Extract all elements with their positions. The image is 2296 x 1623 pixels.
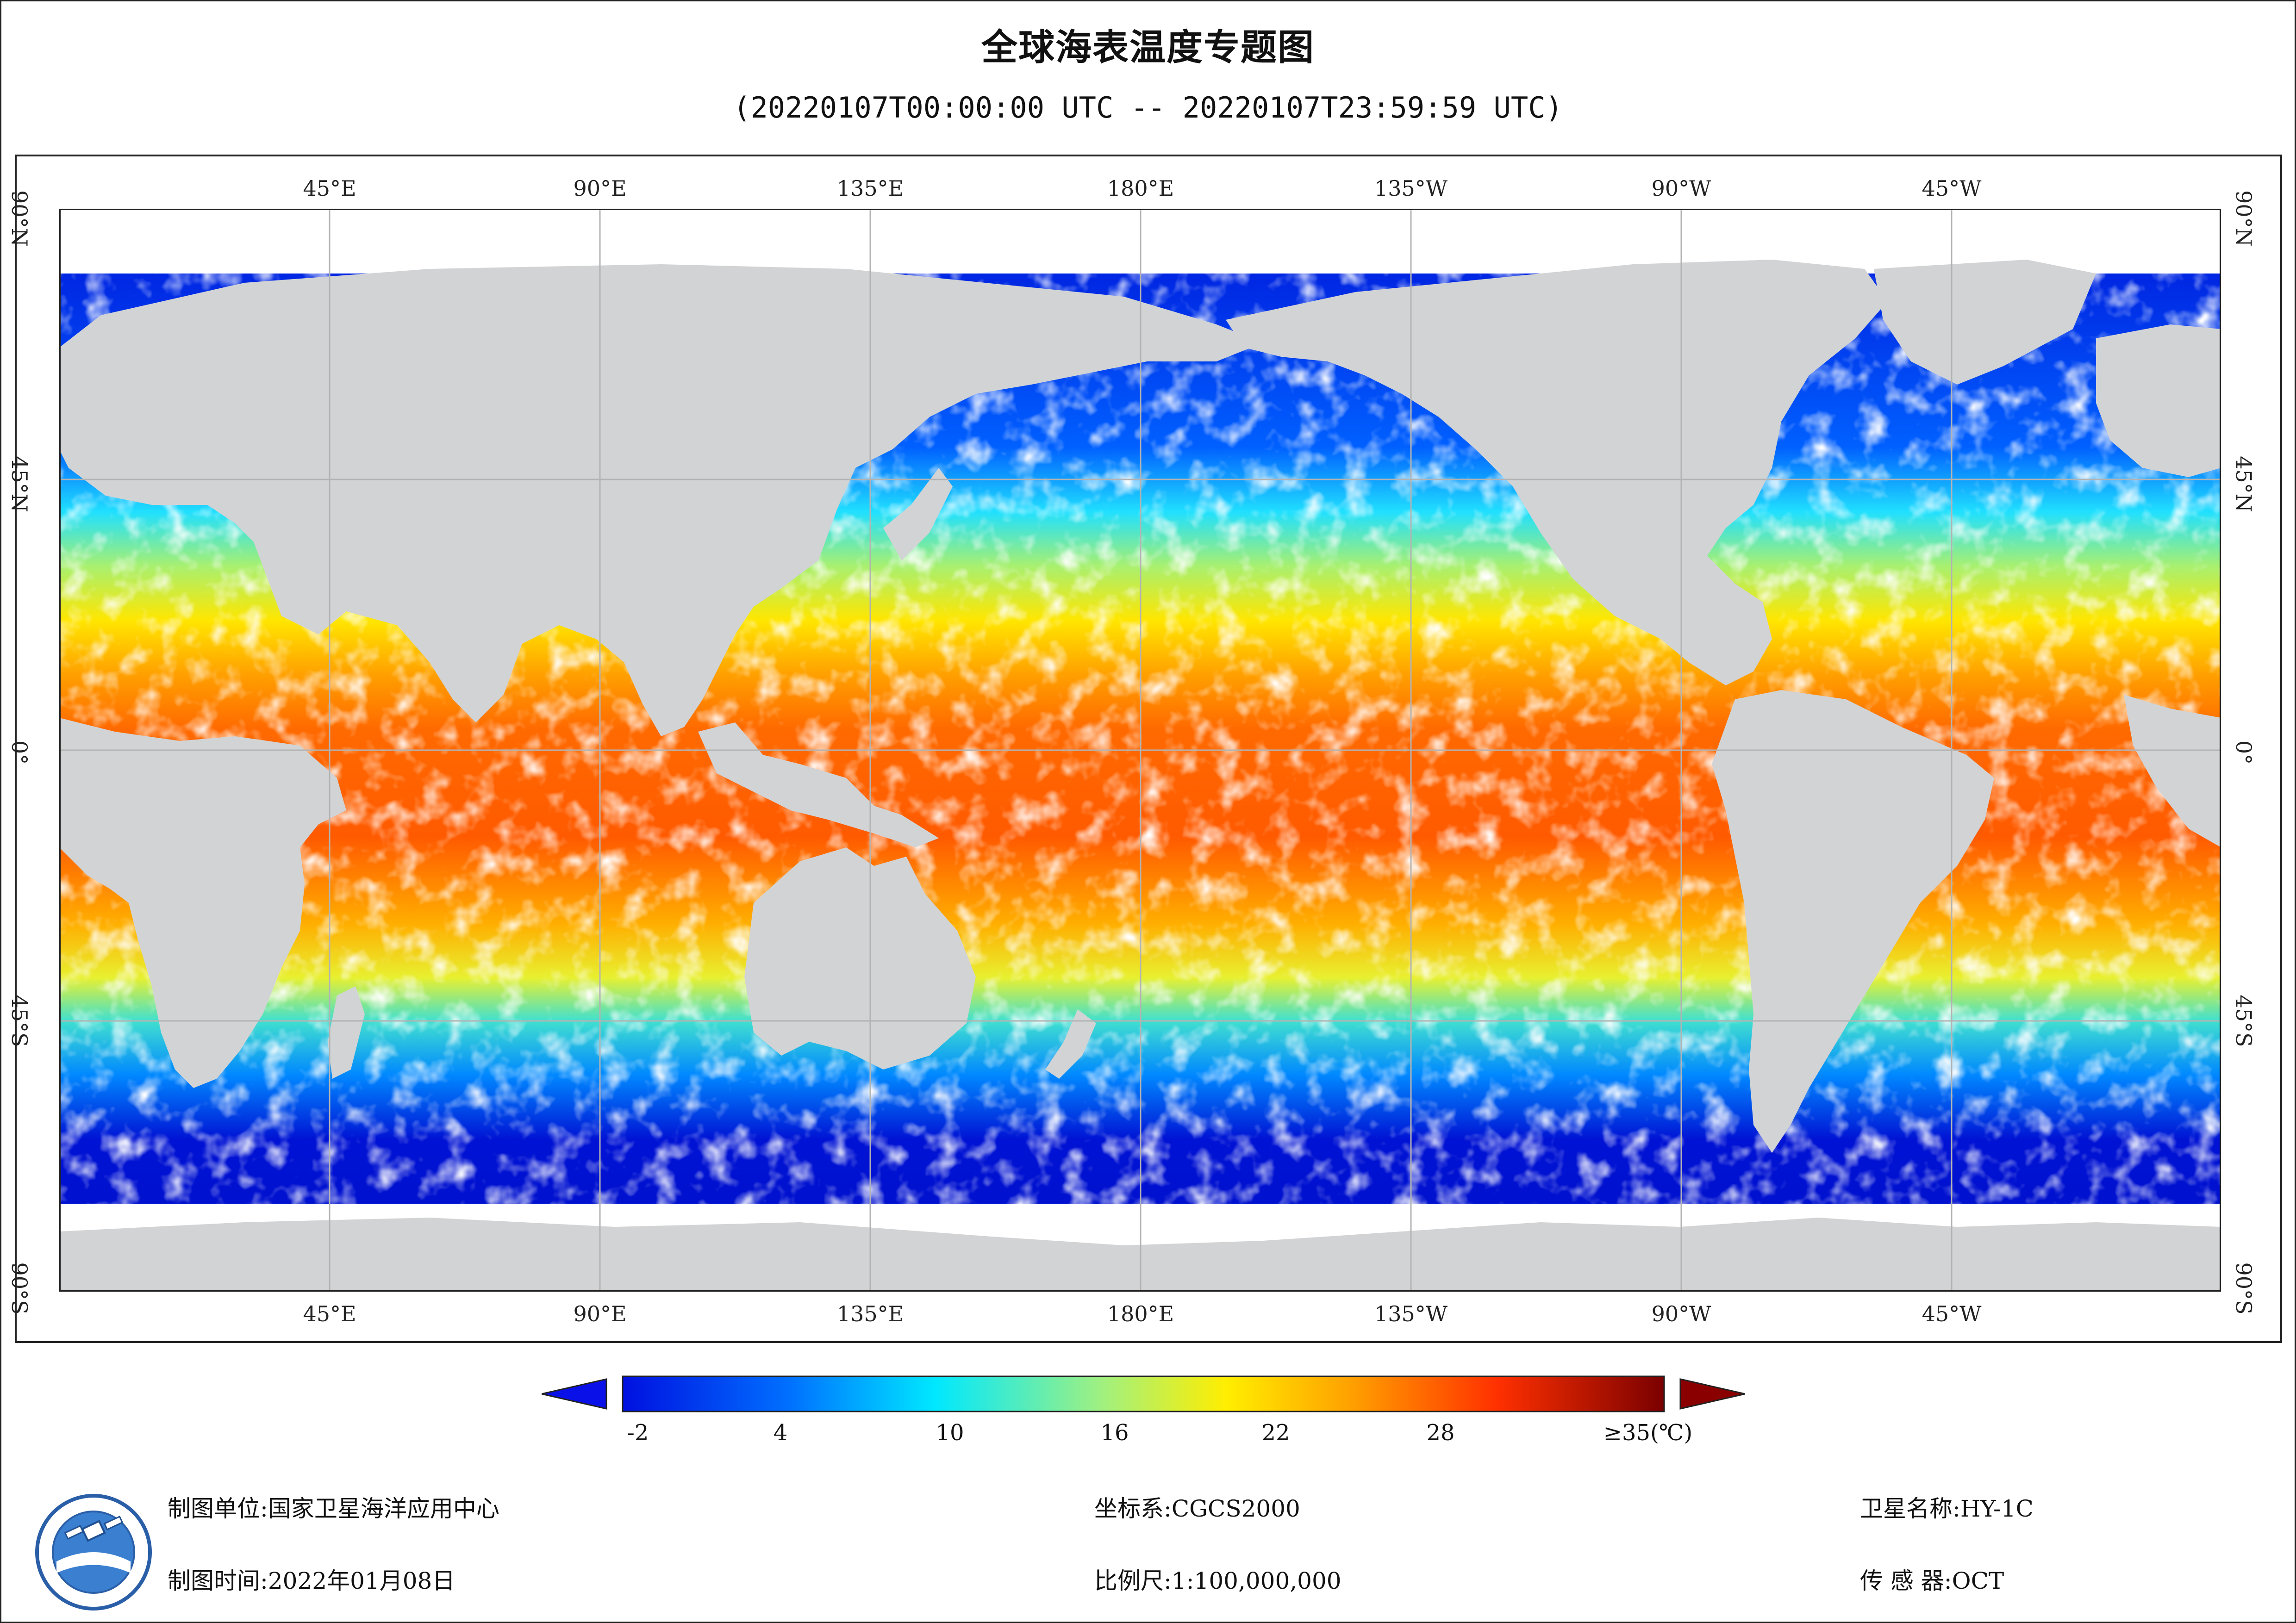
madagascar-land [328, 986, 365, 1079]
lon-tick-top-90w: 90°W [1651, 176, 1711, 201]
greenland-land [1874, 260, 2096, 385]
eurasia-land [59, 264, 1263, 736]
footer-time-label: 制图时间: [168, 1567, 268, 1594]
map-subtitle: (20220107T00:00:00 UTC -- 20220107T23:59… [733, 91, 1563, 124]
legend-label-4: 4 [773, 1420, 788, 1446]
lat-tick-left-0: 0° [7, 740, 32, 765]
lon-tick-bottom-135w: 135°W [1374, 1301, 1448, 1326]
lon-tick-top-90e: 90°E [573, 176, 627, 201]
footer-crs-label: 坐标系: [1094, 1495, 1172, 1522]
legend-label-10: 10 [936, 1420, 964, 1446]
lon-tick-bottom-135e: 135°E [836, 1301, 904, 1326]
footer-crs: 坐标系:CGCS2000 [1094, 1490, 1300, 1524]
colorbar-max-arrow [1679, 1378, 1745, 1410]
southeast-asia-islands-land [698, 722, 939, 847]
lon-tick-top-180e: 180°E [1107, 176, 1174, 201]
lat-tick-left-45n: 45°N [7, 456, 32, 512]
lon-tick-top-135e: 135°E [836, 176, 904, 201]
graticule [59, 209, 2221, 1292]
temperature-colorbar [542, 1375, 1745, 1412]
north-america-land [1226, 260, 1888, 685]
footer-scale-label: 比例尺: [1094, 1567, 1172, 1594]
legend-label-22: 22 [1261, 1420, 1290, 1446]
map-border [59, 209, 2221, 1292]
lon-tick-top-45w: 45°W [1922, 176, 1982, 201]
lat-tick-left-90n: 90°N [7, 190, 32, 247]
japan-land [883, 468, 953, 560]
nsoas-logo [35, 1494, 152, 1611]
footer-satellite-label: 卫星名称: [1860, 1495, 1960, 1522]
lon-tick-bottom-90w: 90°W [1651, 1301, 1711, 1326]
lon-tick-bottom-45w: 45°W [1922, 1301, 1982, 1326]
lon-tick-bottom-45e: 45°E [303, 1301, 356, 1326]
footer-unit-label: 制图单位: [168, 1495, 268, 1522]
africa-land [59, 718, 346, 1088]
lat-tick-right-45s: 45°S [2231, 995, 2256, 1047]
lon-tick-top-135w: 135°W [1374, 176, 1448, 201]
footer-satellite: 卫星名称:HY-1C [1860, 1490, 2034, 1524]
colorbar-min-arrow [542, 1378, 607, 1410]
footer-sensor: 传 感 器:OCT [1860, 1562, 2004, 1596]
footer-satellite-value: HY-1C [1960, 1495, 2034, 1522]
australia-land [744, 847, 976, 1070]
lon-tick-bottom-90e: 90°E [573, 1301, 627, 1326]
legend-label-35: ≥35(℃) [1603, 1420, 1693, 1446]
map-title: 全球海表温度专题图 [981, 27, 1315, 68]
lat-tick-right-0: 0° [2231, 740, 2256, 765]
footer-unit-value: 国家卫星海洋应用中心 [268, 1495, 499, 1522]
lon-tick-bottom-180e: 180°E [1107, 1301, 1174, 1326]
footer-crs-value: CGCS2000 [1171, 1495, 1300, 1522]
lon-tick-top-45e: 45°E [303, 176, 356, 201]
legend-label-minus2: -2 [627, 1420, 649, 1446]
europe-west-land [2096, 324, 2221, 477]
lat-tick-left-45s: 45°S [7, 995, 32, 1047]
footer-scale-value: 1:100,000,000 [1171, 1567, 1341, 1594]
lat-tick-right-90s: 90°S [2231, 1262, 2256, 1315]
lat-tick-left-90s: 90°S [7, 1262, 32, 1315]
lat-tick-right-45n: 45°N [2231, 456, 2256, 512]
map-frame [15, 155, 2282, 1343]
south-america-land [1712, 690, 1994, 1153]
footer-time-value: 2022年01月08日 [268, 1567, 455, 1594]
sst-map [59, 209, 2221, 1292]
legend-label-16: 16 [1100, 1420, 1129, 1446]
footer-unit: 制图单位:国家卫星海洋应用中心 [168, 1490, 499, 1524]
new-zealand-land [1045, 1009, 1096, 1079]
footer-time: 制图时间:2022年01月08日 [168, 1562, 455, 1596]
legend-label-28: 28 [1426, 1420, 1455, 1446]
colorbar-gradient [622, 1375, 1665, 1412]
footer-sensor-value: OCT [1952, 1567, 2004, 1594]
africa-west-land [2124, 695, 2221, 847]
lat-tick-right-90n: 90°N [2231, 190, 2256, 247]
footer-sensor-label: 传 感 器: [1860, 1567, 1952, 1594]
footer-scale: 比例尺:1:100,000,000 [1094, 1562, 1341, 1596]
